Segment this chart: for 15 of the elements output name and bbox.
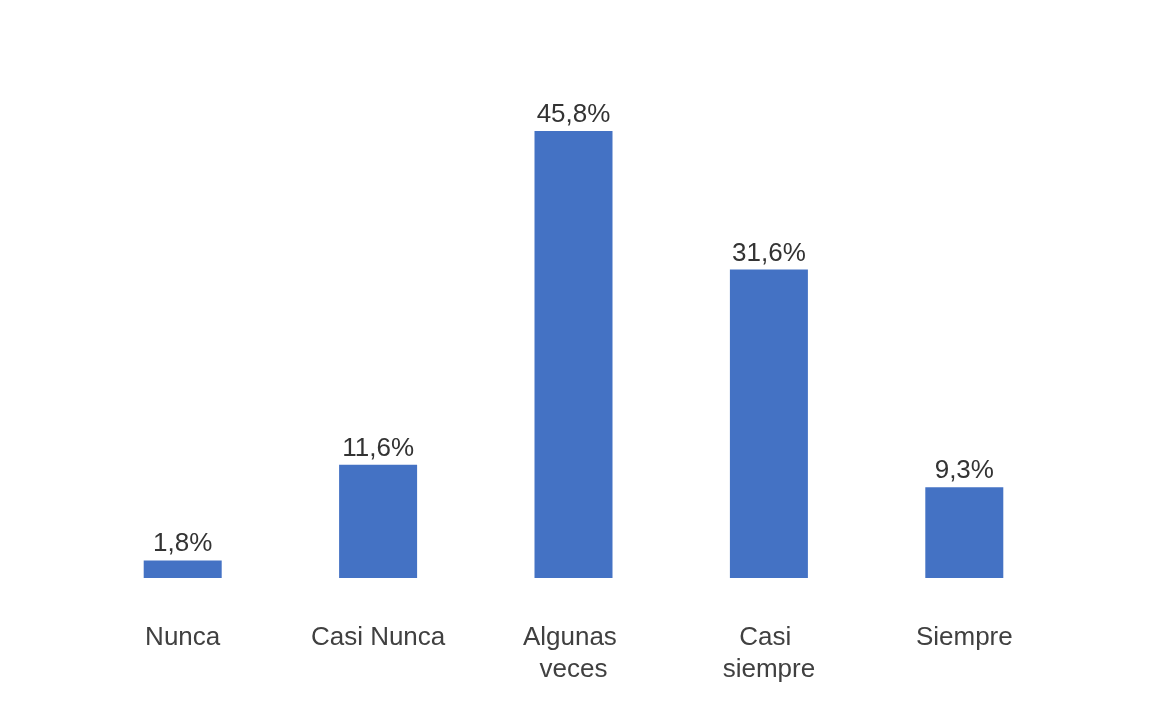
- bar: [143, 560, 222, 578]
- bar: [339, 464, 418, 578]
- x-tick-label: Siempre: [915, 621, 1013, 651]
- x-tick-label: Nunca: [145, 621, 221, 651]
- x-tick-label: Algunas veces: [522, 621, 625, 683]
- bar: [925, 487, 1004, 578]
- x-tick-label: Casi siempre: [722, 621, 816, 683]
- data-label: 1,8%: [153, 527, 213, 558]
- x-tick-label: Casi Nunca: [310, 621, 446, 651]
- data-label: 9,3%: [934, 454, 994, 485]
- data-label: 45,8%: [536, 97, 611, 128]
- bar: [534, 130, 613, 578]
- data-label: 11,6%: [342, 431, 414, 462]
- data-label: 31,6%: [732, 236, 806, 267]
- bar: [729, 269, 808, 578]
